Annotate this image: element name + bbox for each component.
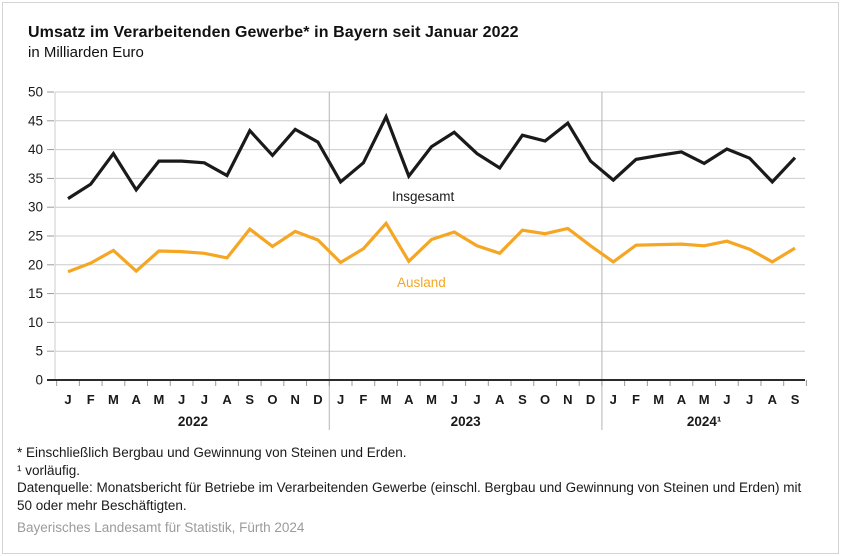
footnote-asterisk: * Einschließlich Bergbau und Gewinnung v… (17, 445, 407, 460)
month-label-31: A (768, 392, 778, 407)
month-label-0: J (64, 392, 71, 407)
month-label-13: F (359, 392, 367, 407)
series-line-ausland (67, 220, 796, 274)
month-label-20: S (518, 392, 527, 407)
year-label-1: 2023 (451, 414, 482, 429)
month-label-18: J (473, 392, 480, 407)
month-label-6: J (201, 392, 208, 407)
month-label-25: F (632, 392, 640, 407)
page-title: Umsatz im Verarbeitenden Gewerbe* in Bay… (28, 24, 519, 41)
series-label-ausland: Ausland (397, 275, 446, 290)
month-label-10: N (291, 392, 300, 407)
month-label-12: J (337, 392, 344, 407)
month-label-30: J (746, 392, 753, 407)
y-axis-label-30: 30 (28, 200, 43, 215)
footnote-preliminary: ¹ vorläufig. (17, 462, 81, 478)
y-axis-label-5: 5 (35, 344, 43, 359)
month-label-22: N (563, 392, 572, 407)
month-label-29: J (723, 392, 730, 407)
month-label-32: S (791, 392, 800, 407)
month-label-24: J (610, 392, 617, 407)
y-axis-label-10: 10 (28, 315, 43, 330)
month-label-8: S (245, 392, 254, 407)
month-label-27: A (677, 392, 687, 407)
month-label-23: D (586, 392, 595, 407)
month-label-26: M (653, 392, 664, 407)
footnotes-block: * Einschließlich Bergbau und Gewinnung v… (17, 444, 809, 514)
series-label-insgesamt: Insgesamt (392, 189, 455, 204)
series-line-insgesamt (67, 112, 797, 200)
month-label-14: M (381, 392, 392, 407)
y-axis-label-45: 45 (28, 113, 43, 128)
footnote-datasource: Datenquelle: Monatsbericht für Betriebe … (17, 480, 802, 513)
y-axis-label-25: 25 (28, 229, 43, 244)
source-line: Bayerisches Landesamt für Statistik, Für… (17, 520, 305, 535)
year-label-0: 2022 (178, 414, 208, 429)
month-label-17: J (451, 392, 458, 407)
month-label-15: A (404, 392, 414, 407)
month-label-28: M (699, 392, 710, 407)
y-axis-label-40: 40 (28, 142, 43, 157)
month-label-3: A (131, 392, 141, 407)
month-label-19: A (495, 392, 505, 407)
month-label-21: O (540, 392, 550, 407)
month-label-11: D (313, 392, 322, 407)
month-label-9: O (267, 392, 277, 407)
month-label-16: M (426, 392, 437, 407)
y-axis-label-0: 0 (35, 373, 43, 388)
month-label-2: M (108, 392, 119, 407)
month-label-7: A (222, 392, 232, 407)
title-block: Umsatz im Verarbeitenden Gewerbe* in Bay… (28, 22, 519, 63)
y-axis-label-35: 35 (28, 171, 43, 186)
year-label-2: 2024¹ (687, 414, 722, 429)
y-axis-label-50: 50 (28, 85, 43, 100)
y-axis-label-20: 20 (28, 257, 43, 272)
month-label-4: M (153, 392, 164, 407)
y-axis-label-15: 15 (28, 286, 43, 301)
month-label-1: F (87, 392, 95, 407)
month-label-5: J (178, 392, 185, 407)
page-subtitle: in Milliarden Euro (28, 44, 144, 61)
